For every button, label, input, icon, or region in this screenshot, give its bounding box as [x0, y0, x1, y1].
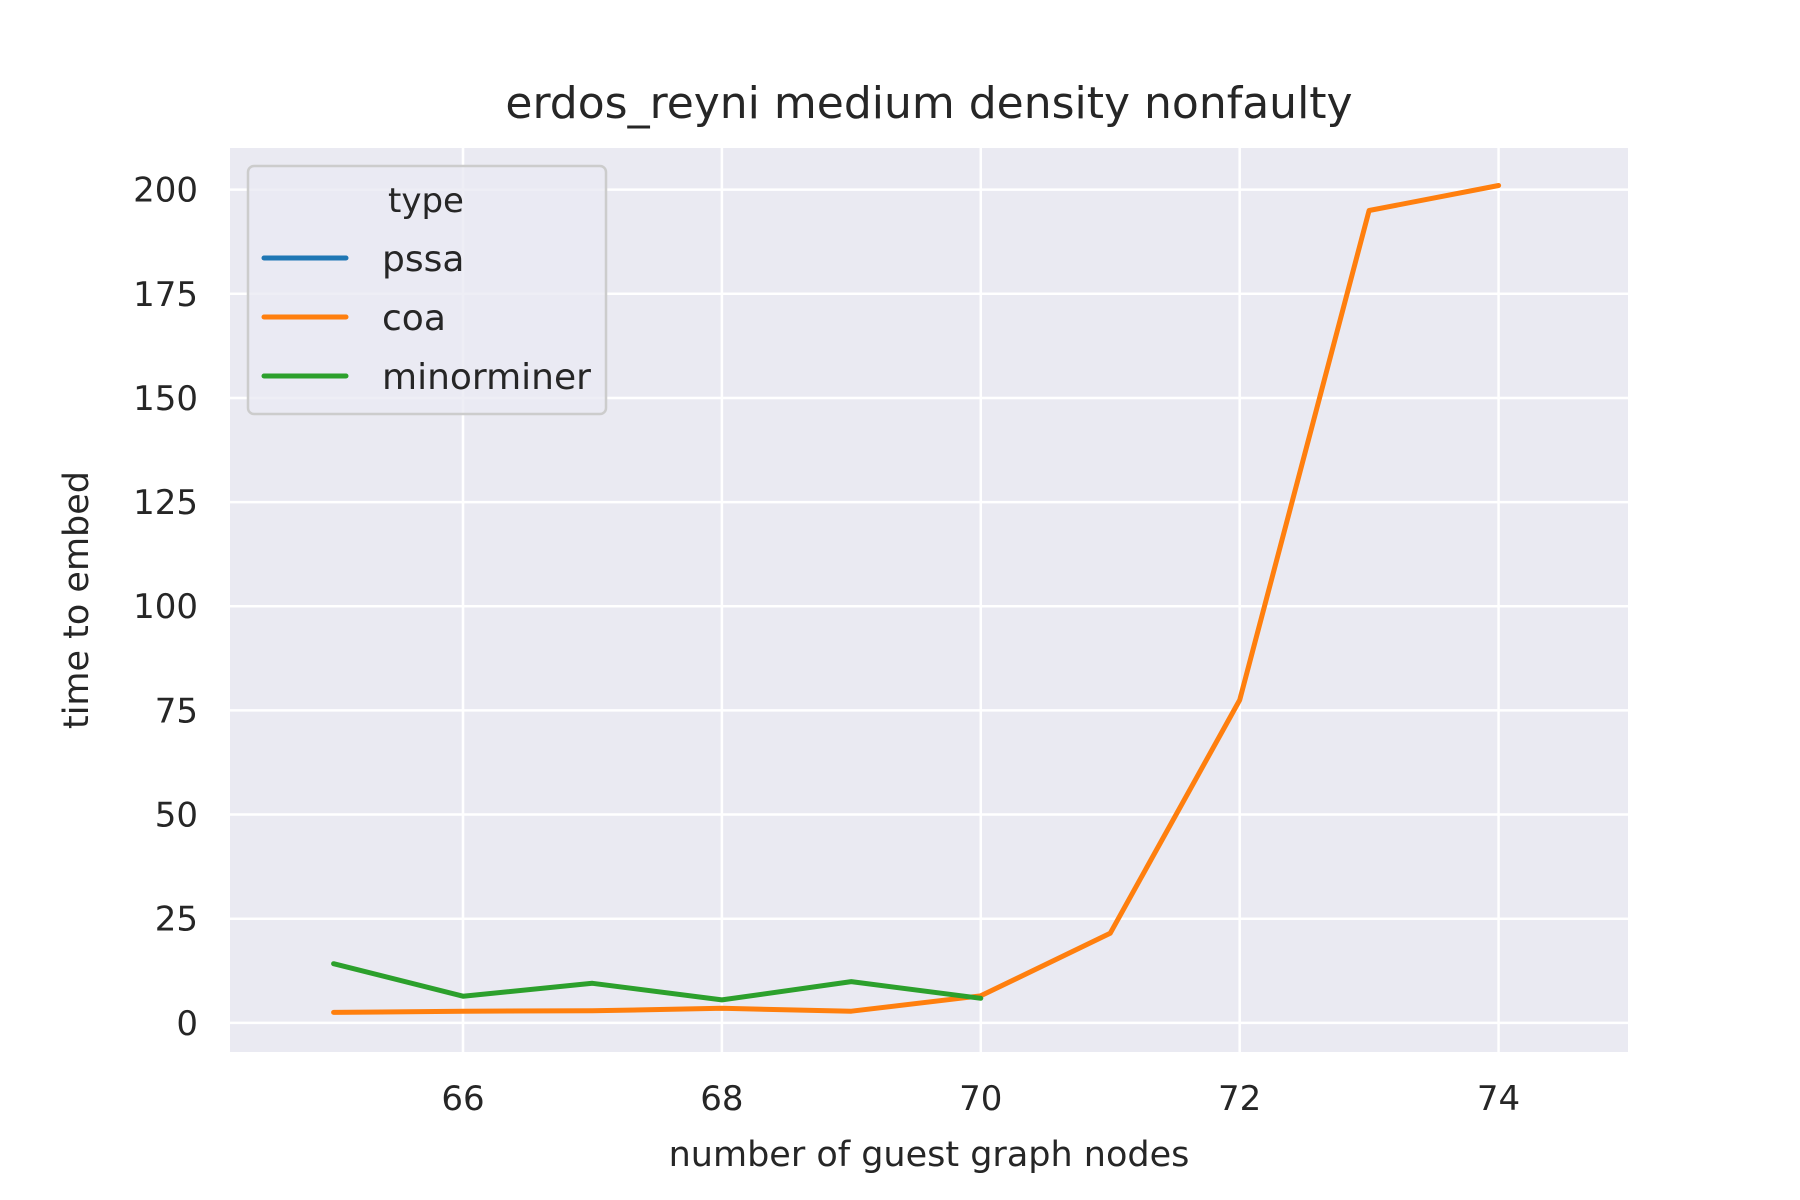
y-tick-label: 100 — [133, 587, 198, 627]
x-tick-label: 70 — [959, 1079, 1002, 1119]
legend-box — [246, 164, 608, 416]
x-tick-label: 72 — [1218, 1079, 1261, 1119]
x-tick-label: 74 — [1477, 1079, 1520, 1119]
y-tick-label: 75 — [155, 691, 198, 731]
y-tick-label: 50 — [155, 796, 198, 836]
legend-items: pssa coa minorminer — [261, 239, 591, 398]
legend-title: type — [388, 181, 464, 221]
legend-label-coa: coa — [382, 298, 446, 339]
y-tick-label: 25 — [155, 900, 198, 940]
x-tick-label: 66 — [441, 1079, 484, 1119]
series-line-coa — [331, 183, 1502, 1015]
legend-label-minorminer: minorminer — [382, 357, 591, 398]
y-tick-label: 0 — [176, 1004, 198, 1044]
legend: type pssa coa minorminer — [246, 164, 608, 416]
y-tick-label: 200 — [133, 171, 198, 211]
y-axis-ticks: 0 25 50 75 100 125 150 175 200 — [133, 171, 198, 1044]
series-layer — [331, 183, 1502, 1015]
y-tick-label: 125 — [133, 483, 198, 523]
x-axis-ticks: 66 68 70 72 74 — [441, 1079, 1520, 1119]
x-axis-label: number of guest graph nodes — [669, 1135, 1190, 1175]
y-tick-label: 150 — [133, 379, 198, 419]
y-axis-label: time to embed — [57, 471, 97, 729]
chart-title: erdos_reyni medium density nonfaulty — [505, 78, 1352, 129]
y-tick-label: 175 — [133, 275, 198, 315]
legend-label-pssa: pssa — [382, 239, 464, 280]
x-tick-label: 68 — [700, 1079, 743, 1119]
series-line-minorminer — [331, 961, 984, 1003]
